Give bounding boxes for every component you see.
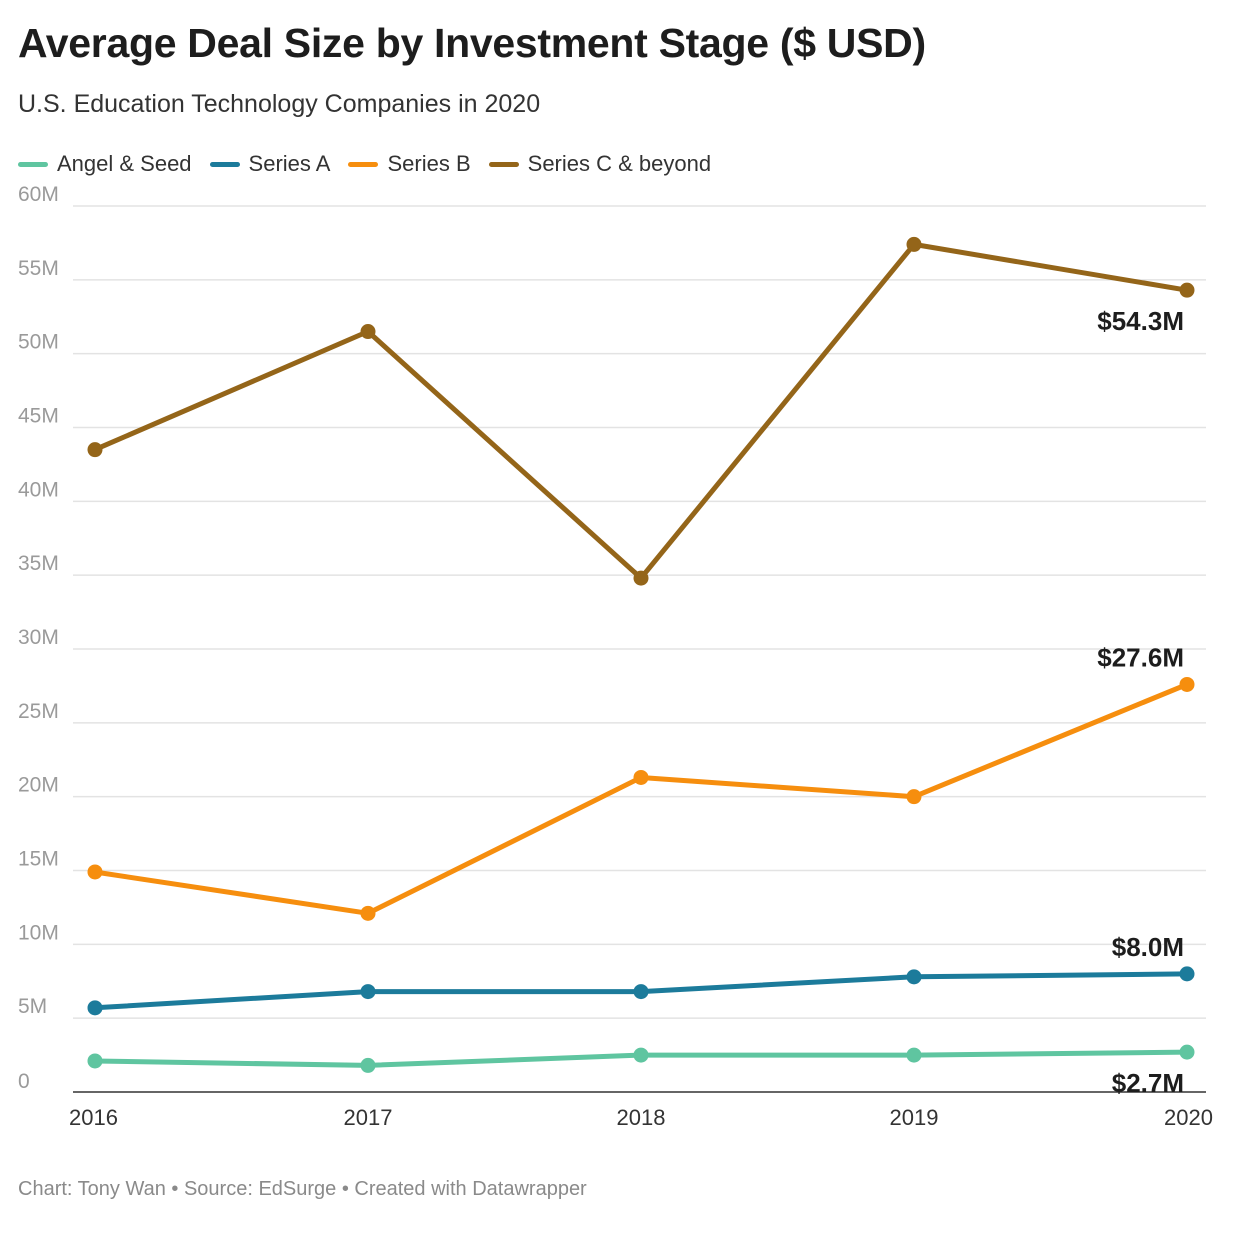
legend: Angel & Seed Series A Series B Series C … [18, 151, 729, 177]
y-tick-label-15: 15M [18, 848, 59, 871]
data-point-series-c-beyond-2018 [633, 570, 649, 586]
y-tick-label-40: 40M [18, 478, 59, 501]
legend-swatch-series-a [209, 161, 240, 167]
y-tick-label-10: 10M [18, 921, 59, 944]
data-point-series-a-2016 [87, 1000, 103, 1016]
legend-label-angel-seed: Angel & Seed [57, 151, 192, 176]
x-tick-label-2020: 2020 [1164, 1105, 1213, 1130]
data-point-angel-seed-2019 [906, 1047, 922, 1063]
data-point-series-b-2018 [633, 769, 649, 785]
data-point-series-c-beyond-2020 [1179, 282, 1195, 298]
data-point-series-c-beyond-2016 [87, 442, 103, 458]
legend-item-angel-seed: Angel & Seed [18, 151, 192, 177]
data-point-series-a-2018 [633, 984, 649, 1000]
data-point-series-a-2019 [906, 969, 922, 985]
data-point-series-b-2020 [1179, 676, 1195, 692]
y-tick-label-5: 5M [18, 995, 47, 1018]
y-tick-label-20: 20M [18, 774, 59, 797]
data-point-series-c-beyond-2019 [906, 236, 922, 252]
data-point-angel-seed-2018 [633, 1047, 649, 1063]
data-point-series-b-2016 [87, 864, 103, 880]
legend-item-series-a: Series A [209, 151, 331, 177]
label-layer: 0 5M 10M 15M 20M 25M 30M 35M 40M 45M 50M 55M 60M 2016… [18, 183, 1213, 1130]
legend-label-series-c-beyond: Series C & beyond [527, 151, 712, 176]
data-point-angel-seed-2020 [1179, 1044, 1195, 1060]
legend-swatch-series-b [348, 161, 379, 167]
end-label-series-c-beyond: $54.3M [1097, 306, 1184, 336]
y-tick-label-35: 35M [18, 552, 59, 575]
series-angel-seed [87, 1044, 1195, 1073]
chart-footer: Chart: Tony Wan • Source: EdSurge • Crea… [18, 1178, 587, 1200]
series-line-series-c-beyond [92, 241, 1190, 581]
series-series-b [87, 676, 1195, 921]
y-tick-label-50: 50M [18, 331, 59, 354]
data-point-series-c-beyond-2017 [360, 324, 376, 340]
legend-swatch-series-c-beyond [488, 161, 519, 167]
end-label-angel-seed: $2.7M [1112, 1068, 1184, 1098]
y-tick-label-30: 30M [18, 626, 59, 649]
chart-subtitle: U.S. Education Technology Companies in 2… [18, 90, 541, 118]
data-point-angel-seed-2016 [87, 1053, 103, 1069]
legend-label-series-a: Series A [248, 151, 331, 176]
x-tick-label-2017: 2017 [344, 1105, 393, 1130]
data-point-series-a-2017 [360, 984, 376, 1000]
series-line-series-b [92, 681, 1190, 916]
legend-item-series-b: Series B [348, 151, 471, 177]
x-tick-label-2019: 2019 [890, 1105, 939, 1130]
data-point-angel-seed-2017 [360, 1057, 376, 1073]
y-tick-label-0: 0 [18, 1070, 30, 1093]
series-series-c-beyond [87, 236, 1195, 586]
data-point-series-b-2017 [360, 905, 376, 921]
x-tick-label-2016: 2016 [69, 1105, 118, 1130]
y-tick-label-45: 45M [18, 405, 59, 428]
legend-swatch-angel-seed [18, 161, 48, 167]
y-tick-label-25: 25M [18, 700, 59, 723]
data-point-series-a-2020 [1179, 966, 1195, 982]
end-label-series-b: $27.6M [1097, 642, 1184, 672]
legend-item-series-c-beyond: Series C & beyond [488, 151, 712, 177]
chart-title: Average Deal Size by Investment Stage ($… [18, 20, 926, 66]
series-layer [87, 236, 1195, 1073]
x-tick-label-2018: 2018 [617, 1105, 666, 1130]
y-tick-label-60: 60M [18, 183, 59, 206]
end-label-series-a: $8.0M [1112, 932, 1184, 962]
y-tick-label-55: 55M [18, 257, 59, 280]
legend-label-series-b: Series B [387, 151, 471, 176]
grid-layer [73, 205, 1206, 1093]
data-point-series-b-2019 [906, 789, 922, 805]
series-series-a [87, 966, 1195, 1016]
